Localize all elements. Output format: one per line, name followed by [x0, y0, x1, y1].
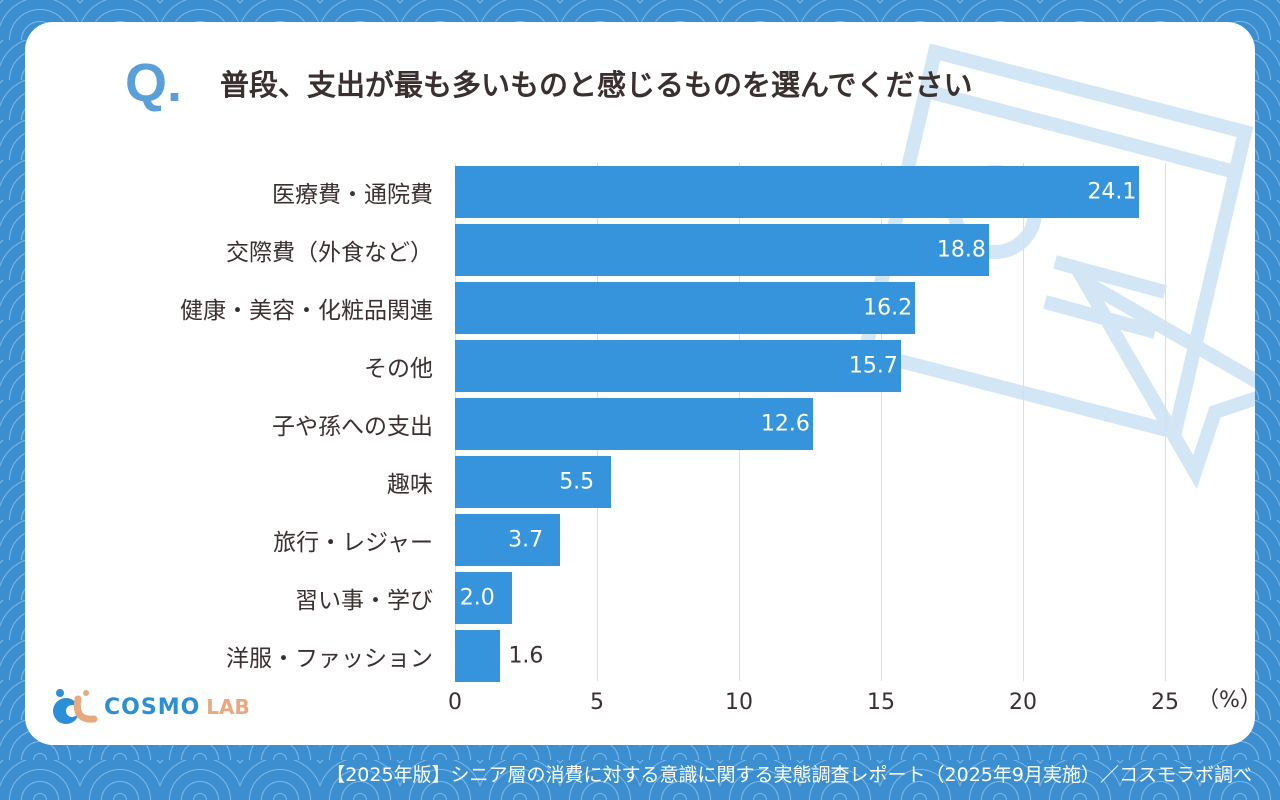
question-mark: Q. [125, 53, 183, 113]
logo-subtext: LAB [206, 695, 250, 719]
bar [455, 282, 916, 334]
category-label: 健康・美容・化粧品関連 [180, 298, 433, 324]
data-label: 16.2 [863, 295, 913, 321]
category-label: 旅行・レジャー [273, 530, 433, 556]
x-tick-label: 20 [1009, 690, 1037, 715]
cosmo-lab-logo: COSMO LAB [50, 687, 250, 727]
logo-icon [53, 689, 98, 724]
bar [455, 572, 512, 624]
category-label: 医療費・通院費 [272, 182, 433, 208]
gridline [1023, 163, 1024, 681]
data-label: 15.7 [848, 353, 898, 379]
data-label: 2.0 [459, 585, 495, 611]
x-tick-label: 10 [725, 690, 753, 715]
category-label: 交際費（外食など） [226, 240, 433, 266]
bar [455, 630, 501, 682]
bar [455, 166, 1140, 218]
bar [455, 456, 612, 508]
category-label: その他 [364, 356, 433, 382]
logo-text: COSMO [104, 694, 201, 720]
bar [455, 398, 813, 450]
x-tick-label: 5 [590, 690, 604, 715]
data-label: 3.7 [508, 527, 544, 553]
data-label: 18.8 [936, 237, 986, 263]
bar [455, 514, 561, 566]
axis-unit: （%） [1197, 688, 1255, 713]
x-tick-label: 15 [867, 690, 895, 715]
category-label: 洋服・ファッション [226, 646, 433, 672]
category-label: 趣味 [387, 472, 433, 498]
bar [455, 340, 901, 392]
gridline [1165, 163, 1166, 681]
footer-source: 【2025年版】シニア層の消費に対する意識に関する実態調査レポート（2025年9… [326, 764, 1252, 786]
data-label: 24.1 [1087, 179, 1137, 205]
chart-card: Q. 普段、支出が最も多いものと感じるものを選んでください （%） COSMO … [25, 22, 1255, 745]
gridline [881, 163, 882, 681]
x-tick-label: 25 [1151, 690, 1179, 715]
data-label: 12.6 [760, 411, 810, 437]
category-label: 習い事・学び [295, 588, 433, 614]
data-label: 1.6 [508, 643, 544, 669]
bar [455, 224, 989, 276]
data-label: 5.5 [559, 469, 595, 495]
category-label: 子や孫への支出 [272, 414, 433, 440]
x-tick-label: 0 [448, 690, 462, 715]
chart-title: 普段、支出が最も多いものと感じるものを選んでください [220, 68, 973, 102]
